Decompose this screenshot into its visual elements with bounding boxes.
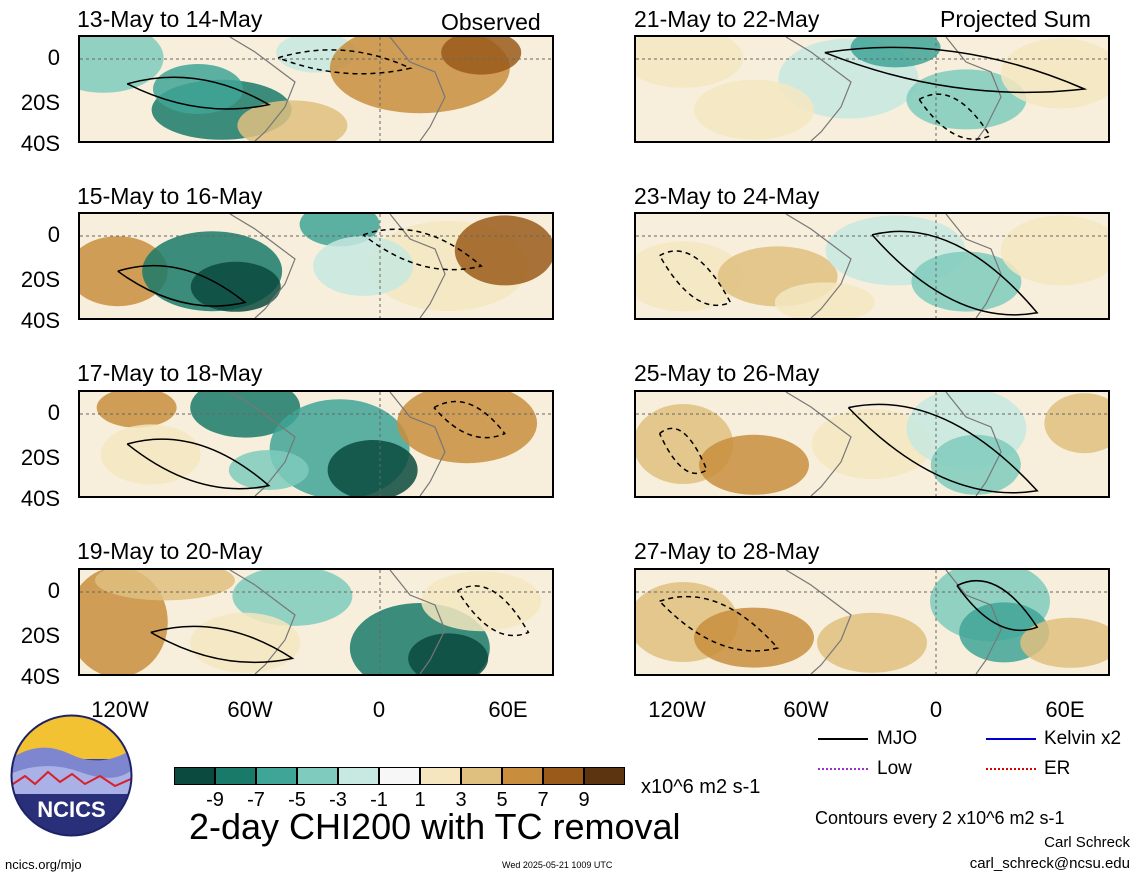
map-panel-left-3 xyxy=(78,390,554,498)
x-tick-120w-right: 120W xyxy=(648,697,706,722)
legend-line-kelvin xyxy=(986,738,1036,740)
y-tick-20s-p1: 20S xyxy=(20,90,60,115)
source-url: ncics.org/mjo xyxy=(5,857,82,872)
map-panel-left-1 xyxy=(78,35,554,143)
y-tick-40s-p3: 40S xyxy=(20,486,60,511)
legend-line-er xyxy=(986,768,1036,770)
main-title: 2-day CHI200 with TC removal xyxy=(189,806,681,847)
map-field xyxy=(80,392,552,496)
panel-tag-projected: Projected Sum xyxy=(940,6,1091,32)
y-tick-20s-p2: 20S xyxy=(20,267,60,292)
legend-line-mjo xyxy=(818,738,868,740)
panel-title-right-3: 25-May to 26-May xyxy=(634,360,820,386)
panel-tag-observed: Observed xyxy=(441,9,541,35)
panel-title-right-1: 21-May to 22-May xyxy=(634,6,820,32)
x-tick-60w-left: 60W xyxy=(227,697,273,722)
colorbar-swatch xyxy=(461,767,502,785)
contour-note: Contours every 2 x10^6 m2 s-1 xyxy=(815,808,1065,828)
y-tick-20s-p3: 20S xyxy=(20,445,60,470)
legend-label-er: ER xyxy=(1044,758,1071,779)
map-panel-right-4 xyxy=(634,568,1110,676)
map-panel-right-3 xyxy=(634,390,1110,498)
map-field xyxy=(636,392,1108,496)
y-tick-0-p2: 0 xyxy=(47,222,60,247)
colorbar-tick-label: -9 xyxy=(206,789,224,811)
x-tick-120w-left: 120W xyxy=(91,697,149,722)
map-panel-right-2 xyxy=(634,212,1110,320)
author-credit: Carl Schreck xyxy=(1044,834,1130,851)
y-tick-0-p4: 0 xyxy=(47,578,60,603)
x-tick-0-left: 0 xyxy=(372,697,386,722)
map-field xyxy=(636,570,1108,674)
panel-title-left-4: 19-May to 20-May xyxy=(77,538,263,564)
ncics-logo-text: NCICS xyxy=(37,797,105,822)
author-email: carl_schreck@ncsu.edu xyxy=(969,855,1130,872)
map-panel-left-4 xyxy=(78,568,554,676)
ncics-logo: NCICS xyxy=(10,714,133,837)
map-panel-left-2 xyxy=(78,212,554,320)
y-tick-20s-p4: 20S xyxy=(20,623,60,648)
map-field xyxy=(636,214,1108,318)
y-tick-40s-p1: 40S xyxy=(20,131,60,156)
colorbar-units: x10^6 m2 s-1 xyxy=(641,776,761,798)
panel-title-right-2: 23-May to 24-May xyxy=(634,183,820,209)
map-field xyxy=(80,37,552,141)
colorbar-tick-label: -1 xyxy=(370,789,388,811)
colorbar-tick-label: 7 xyxy=(537,789,549,811)
colorbar-swatch xyxy=(174,767,215,785)
map-field xyxy=(80,570,552,674)
colorbar-swatch xyxy=(215,767,256,785)
panel-title-left-3: 17-May to 18-May xyxy=(77,360,263,386)
panel-title-left-2: 15-May to 16-May xyxy=(77,183,263,209)
colorbar-swatch xyxy=(256,767,297,785)
colorbar-swatch xyxy=(379,767,420,785)
colorbar-swatch xyxy=(543,767,584,785)
y-tick-0-p3: 0 xyxy=(47,400,60,425)
colorbar-tick-label: -7 xyxy=(247,789,265,811)
colorbar-tick-label: 1 xyxy=(414,789,426,811)
y-tick-0-p1: 0 xyxy=(47,45,60,70)
colorbar-swatch xyxy=(297,767,338,785)
map-panel-right-1 xyxy=(634,35,1110,143)
legend-line-low xyxy=(818,768,868,770)
x-tick-60e-right: 60E xyxy=(1045,697,1085,722)
map-field xyxy=(636,37,1108,141)
y-tick-40s-p2: 40S xyxy=(20,308,60,333)
colorbar-swatch xyxy=(420,767,461,785)
colorbar-tick-label: -3 xyxy=(329,789,347,811)
legend-label-mjo: MJO xyxy=(877,728,918,749)
y-tick-40s-p4: 40S xyxy=(20,664,60,689)
colorbar-tick-label: 3 xyxy=(455,789,467,811)
colorbar-swatch xyxy=(338,767,379,785)
colorbar-tick-label: 9 xyxy=(578,789,590,811)
x-tick-60w-right: 60W xyxy=(783,697,829,722)
legend-label-kelvin: Kelvin x2 xyxy=(1044,728,1122,749)
colorbar-tick-label: -5 xyxy=(288,789,306,811)
timestamp: Wed 2025-05-21 1009 UTC xyxy=(502,860,613,870)
x-tick-0-right: 0 xyxy=(929,697,943,722)
panel-title-left-1: 13-May to 14-May xyxy=(77,6,263,32)
colorbar-tick-label: 5 xyxy=(496,789,508,811)
map-field xyxy=(80,214,552,318)
x-tick-60e-left: 60E xyxy=(488,697,528,722)
colorbar-swatch xyxy=(502,767,543,785)
legend-label-low: Low xyxy=(877,758,912,779)
colorbar-swatch xyxy=(584,767,625,785)
panel-title-right-4: 27-May to 28-May xyxy=(634,538,820,564)
